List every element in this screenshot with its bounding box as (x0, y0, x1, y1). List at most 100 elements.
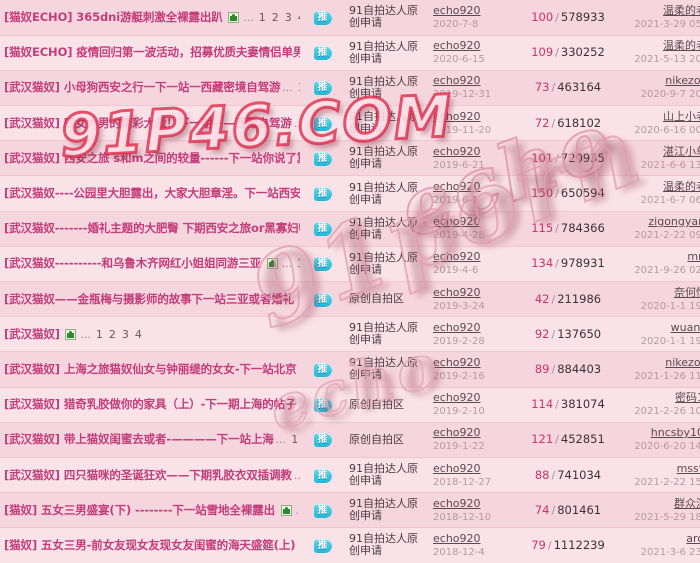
thread-title-link[interactable]: [猫奴ECHO] 疫情回归第一波活动，招募优质夫妻情侣单男。 (4, 45, 300, 60)
forum-link[interactable]: 原创自拍区 (349, 292, 404, 306)
forum-link[interactable]: 91自拍达人原创申请 (349, 180, 418, 206)
last-poster-link[interactable]: 湛江小单男 (663, 144, 700, 158)
author-link[interactable]: echo920 (433, 391, 481, 405)
thread-title-link[interactable]: [武汉猫奴——金瓶梅与摄影师的故事下一站三亚或者婚礼 (4, 291, 295, 306)
table-row: [武汉猫奴] 四女六男的精彩大战！下一期——西藏自驾游...123 推 91自拍达人… (0, 105, 700, 141)
thread-title-link[interactable]: [武汉猫奴] 四只猫咪的圣诞狂欢——下期乳胶衣双插调教 (4, 467, 292, 482)
last-poster-link[interactable]: 群众演员 (674, 496, 700, 510)
last-poster-link[interactable]: 温柔的老师 (663, 3, 700, 17)
author-link[interactable]: echo920 (433, 461, 481, 475)
last-poster-link[interactable]: 奈何情深 (674, 285, 700, 299)
last-poster-link[interactable]: 山上小老虎 (663, 109, 700, 123)
forum-link[interactable]: 91自拍达人原创申请 (349, 462, 418, 488)
author-link[interactable]: echo920 (433, 285, 481, 299)
forum-link[interactable]: 91自拍达人原创申请 (349, 356, 418, 382)
forum-link[interactable]: 91自拍达人原创申请 (349, 110, 418, 136)
pagination-link[interactable]: 1 (95, 327, 103, 341)
recommend-badge-cell: 推 (300, 457, 346, 492)
author-link[interactable]: echo920 (433, 3, 481, 17)
pagination-link[interactable]: 1 (298, 81, 300, 94)
post-date: 2019-2-10 (433, 406, 485, 418)
author-link[interactable]: echo920 (433, 215, 481, 229)
author-link[interactable]: echo920 (433, 250, 481, 264)
thread-title-link[interactable]: [武汉猫奴] 上海之旅猫奴仙女与钟丽缇的女女-下一站北京 (4, 361, 297, 376)
forum-link[interactable]: 91自拍达人原创申请 (349, 215, 418, 241)
attachment-icon (280, 504, 292, 516)
thread-title-link[interactable]: [武汉猫奴] 四女六男的精彩大战！下一期——西藏自驾游 (4, 115, 292, 130)
pagination-link[interactable]: 4 (134, 327, 142, 341)
last-poster-link[interactable]: mssysd (676, 461, 700, 475)
reply-count: 89 (534, 361, 550, 376)
last-poster-link[interactable]: 温柔的老师 (663, 39, 700, 53)
pagination-link[interactable]: 2 (271, 10, 279, 24)
pagination-ellipsis: ... (293, 468, 300, 482)
last-post-cell: mrzxj2021-9-26 02:17 (618, 246, 700, 281)
author-cell: echo920 2019-4-6 (430, 246, 518, 281)
last-poster-link[interactable]: hncsby1021 (650, 426, 700, 440)
thread-title-link[interactable]: [武汉猫奴] 猎奇乳胶做你的家具（上）-下一期上海的帖子 (4, 397, 297, 412)
author-link[interactable]: echo920 (433, 426, 481, 440)
forum-link[interactable]: 91自拍达人原创申请 (349, 321, 418, 347)
pagination-ellipsis: ... (80, 327, 91, 341)
thread-title-link[interactable]: [武汉猫奴] 西安之旅 s和m之间的较量------下一站你说了算 (4, 150, 300, 165)
pagination-link[interactable]: 1 (297, 257, 300, 270)
thread-title-link[interactable]: [猫奴] 五女三男-前女友现女友现女友闺蜜的海天盛筵(上) (4, 537, 296, 552)
thread-title-link[interactable]: [武汉猫奴] 带上猫奴闺蜜去或者-————下一站上海 (4, 432, 274, 447)
last-poster-link[interactable]: 密码110 (675, 391, 700, 405)
pagination-link[interactable]: 3 (121, 327, 129, 341)
thread-title-link[interactable]: [武汉猫奴----------和乌鲁木齐网红小姐姐同游三亚 (4, 256, 262, 271)
pagination-link[interactable]: 1 (258, 10, 266, 24)
post-date: 2019-12-31 (433, 89, 492, 101)
last-poster-link[interactable]: mrzxj (687, 250, 700, 264)
forum-link[interactable]: 91自拍达人原创申请 (349, 497, 418, 523)
stats-cell: 109/330252 (518, 35, 618, 70)
thread-title-link[interactable]: [猫奴ECHO] 365dni游艇刺激全裸露出趴 (4, 9, 223, 24)
last-post-time: 2021-3-29 05:35 (634, 18, 700, 30)
last-poster-link[interactable]: wuandm (670, 320, 700, 334)
thread-title-link[interactable]: [武汉猫奴] 小母狗西安之行一下一站一西藏密境自驾游 (4, 80, 281, 95)
stats-wrapper: 134/978931 (531, 256, 605, 271)
author-cell: echo920 2020-7-8 (430, 0, 518, 35)
pagination-link[interactable]: 1 (291, 433, 299, 447)
forum-link[interactable]: 91自拍达人原创申请 (349, 145, 418, 171)
forum-link[interactable]: 91自拍达人原创申请 (349, 532, 418, 558)
thread-title-link[interactable]: [武汉猫奴] (4, 326, 60, 341)
stats-cell: 101/720935 (518, 141, 618, 176)
thread-title-link[interactable]: [武汉猫奴-------婚礼主题的大肥臀 下期西安之旅or黑寡妇特辑 (4, 221, 300, 236)
forum-cell: 91自拍达人原创申请 (346, 317, 430, 352)
author-link[interactable]: echo920 (433, 355, 481, 369)
forum-link[interactable]: 91自拍达人原创申请 (349, 39, 418, 65)
forum-cell: 91自拍达人原创申请 (346, 246, 430, 281)
forum-link[interactable]: 91自拍达人原创申请 (349, 250, 418, 276)
author-link[interactable]: echo920 (433, 496, 481, 510)
last-post-time: 2021-6-7 06:55 (640, 195, 700, 207)
table-row: [武汉猫奴] ... 1 2 3 4 91自拍达人原创申请 echo920 2019-2-28… (0, 316, 700, 352)
author-link[interactable]: echo920 (433, 74, 481, 88)
stats-separator: / (555, 257, 559, 271)
author-link[interactable]: echo920 (433, 39, 481, 53)
thread-title-link[interactable]: [武汉猫奴----公园里大胆露出，大家大胆章淫。下一站西安。 (4, 186, 300, 201)
forum-link[interactable]: 原创自拍区 (349, 397, 404, 411)
post-date: 2019-3-24 (433, 300, 485, 312)
forum-link[interactable]: 原创自拍区 (349, 432, 404, 446)
pagination-link[interactable]: 2 (108, 327, 116, 341)
last-poster-link[interactable]: nikezoom (665, 74, 700, 88)
pagination-link[interactable]: 3 (284, 10, 292, 24)
last-post-cell: mssysd2021-2-22 15:06 (618, 457, 700, 492)
author-link[interactable]: echo920 (433, 531, 481, 545)
last-poster-link[interactable]: zigongyanlei (648, 215, 700, 229)
last-poster-link[interactable]: nikezoom (665, 355, 700, 369)
author-link[interactable]: echo920 (433, 320, 481, 334)
last-poster-link[interactable]: 温柔的老师 (663, 180, 700, 194)
stats-separator: / (551, 362, 556, 376)
thread-title-link[interactable]: [猫奴] 五女三男盛宴(下) --------下一站雪地全裸露出 (4, 502, 276, 517)
forum-link[interactable]: 91自拍达人原创申请 (349, 74, 418, 100)
author-link[interactable]: echo920 (433, 109, 481, 123)
last-poster-link[interactable]: arong (686, 531, 700, 545)
forum-link[interactable]: 91自拍达人原创申请 (349, 4, 418, 30)
author-link[interactable]: echo920 (433, 180, 481, 194)
view-count: 463164 (557, 80, 602, 95)
author-link[interactable]: echo920 (433, 144, 481, 158)
pagination-link[interactable]: 4 (298, 11, 300, 24)
